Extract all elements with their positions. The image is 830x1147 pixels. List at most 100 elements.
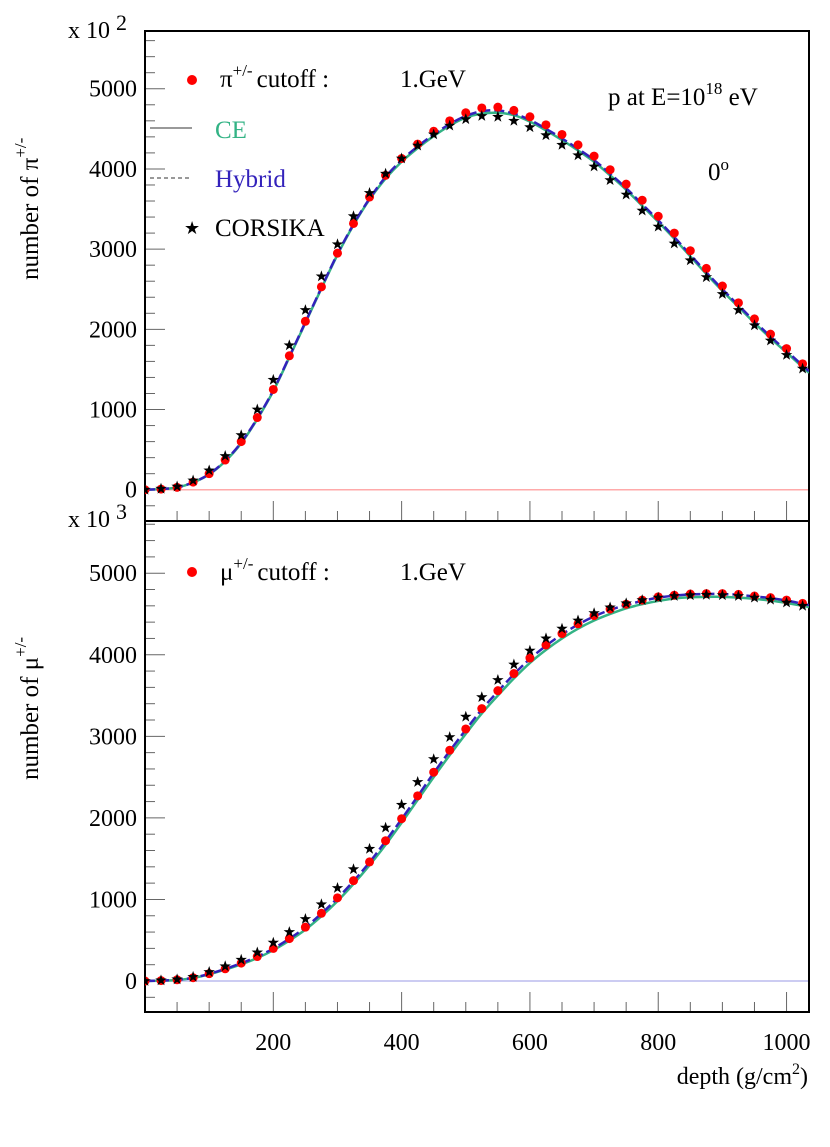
bottom-legend-cutoff: 1.GeV xyxy=(400,559,466,586)
data-point-dot xyxy=(589,151,599,161)
data-point-star xyxy=(283,339,296,351)
data-point-star xyxy=(508,658,520,670)
data-point-star xyxy=(412,139,424,151)
data-point-dot xyxy=(429,767,439,777)
data-point-dot xyxy=(637,195,647,205)
angle-annotation: 0o xyxy=(708,155,729,186)
data-point-star xyxy=(620,188,632,200)
data-point-dot xyxy=(653,211,663,221)
data-point-star xyxy=(235,953,247,965)
data-point-star xyxy=(460,710,472,722)
data-point-star xyxy=(572,614,584,626)
top-y-axis-label: number of π+/- xyxy=(11,137,44,280)
data-point-star xyxy=(620,597,632,609)
data-point-dot xyxy=(477,103,487,113)
plot-frame xyxy=(144,520,810,1013)
bottom-legend-title: μ+/- cutoff : xyxy=(220,554,330,586)
data-point-star xyxy=(187,970,199,982)
data-point-dot xyxy=(621,179,631,189)
data-point-dot xyxy=(525,653,535,663)
legend-label-corsika: CORSIKA xyxy=(215,215,325,242)
data-point-star xyxy=(556,622,568,634)
data-point-star xyxy=(732,304,745,315)
data-point-star xyxy=(379,167,392,179)
top-legend-cutoff: 1.GeV xyxy=(400,66,466,93)
data-point-star xyxy=(652,591,664,603)
data-point-dot xyxy=(509,669,519,679)
data-point-dot xyxy=(461,108,471,118)
data-point-star xyxy=(684,254,696,266)
series-line-hybrid xyxy=(145,592,809,983)
data-point-dot xyxy=(284,934,294,944)
data-point-star xyxy=(444,731,456,742)
data-point-dot xyxy=(252,413,262,423)
y-tick-label: 3000 xyxy=(89,237,137,263)
data-point-dot xyxy=(766,329,776,339)
y-tick-label: 1000 xyxy=(89,398,137,424)
data-point-star xyxy=(684,589,696,601)
data-point-star xyxy=(700,271,713,283)
data-point-dot xyxy=(381,836,391,846)
data-point-star xyxy=(299,304,312,315)
data-point-star xyxy=(460,113,472,125)
data-point-star xyxy=(668,237,680,249)
data-point-star xyxy=(732,590,745,601)
data-point-star xyxy=(556,138,568,150)
top-legend-title: π+/- cutoff : xyxy=(220,61,329,93)
data-point-dot xyxy=(397,814,407,824)
data-point-star xyxy=(331,882,344,893)
legend-label-ce: CE xyxy=(215,117,247,144)
data-point-star xyxy=(145,975,151,986)
data-point-dot xyxy=(445,745,455,755)
data-point-dot xyxy=(749,314,759,324)
data-point-dot xyxy=(332,248,342,258)
data-point-star xyxy=(315,270,328,282)
data-point-star xyxy=(299,913,312,924)
data-point-dot xyxy=(413,791,423,801)
data-point-dot xyxy=(349,876,359,886)
legend-label-hybrid: Hybrid xyxy=(215,166,286,193)
series-line-ce xyxy=(145,595,809,983)
data-point-star xyxy=(444,119,456,131)
data-point-star xyxy=(267,936,279,948)
data-point-star xyxy=(764,334,777,346)
data-point-star xyxy=(476,110,488,121)
data-point-star xyxy=(780,596,793,608)
data-point-dot xyxy=(782,344,792,354)
legend-marker-dots xyxy=(187,75,197,85)
x-tick-label: 400 xyxy=(384,1030,420,1056)
data-point-dot xyxy=(316,908,326,918)
x-tick-label: 800 xyxy=(640,1030,676,1056)
data-point-star xyxy=(347,863,360,875)
data-point-star xyxy=(764,593,777,605)
data-point-star xyxy=(428,128,440,140)
data-point-dot xyxy=(605,165,615,175)
data-point-dot xyxy=(669,228,679,238)
y-tick-label: 2000 xyxy=(89,806,137,832)
data-point-dot xyxy=(541,120,551,130)
data-point-star xyxy=(155,482,167,494)
data-point-dot xyxy=(461,724,471,734)
data-point-star xyxy=(540,129,552,141)
data-point-dot xyxy=(300,922,310,932)
series-line-hybrid xyxy=(145,108,809,491)
data-point-dot xyxy=(236,437,246,447)
data-point-dot xyxy=(284,351,294,361)
y-tick-label: 3000 xyxy=(89,724,137,750)
data-point-dot xyxy=(300,316,310,326)
data-point-dot xyxy=(365,857,375,867)
data-point-dot xyxy=(733,298,743,308)
y-tick-label: 4000 xyxy=(89,643,137,669)
x-tick-label: 600 xyxy=(512,1030,548,1056)
data-point-star xyxy=(796,599,809,611)
data-point-star xyxy=(636,204,648,216)
data-point-star xyxy=(363,187,376,198)
data-point-dot xyxy=(493,102,503,112)
data-point-star xyxy=(363,842,376,854)
data-point-dot xyxy=(557,129,567,139)
data-point-star xyxy=(283,926,296,937)
y-tick-label: 5000 xyxy=(89,77,137,103)
y-tick-label: 2000 xyxy=(89,317,137,343)
data-point-star xyxy=(219,960,231,972)
data-point-dot xyxy=(268,943,278,953)
